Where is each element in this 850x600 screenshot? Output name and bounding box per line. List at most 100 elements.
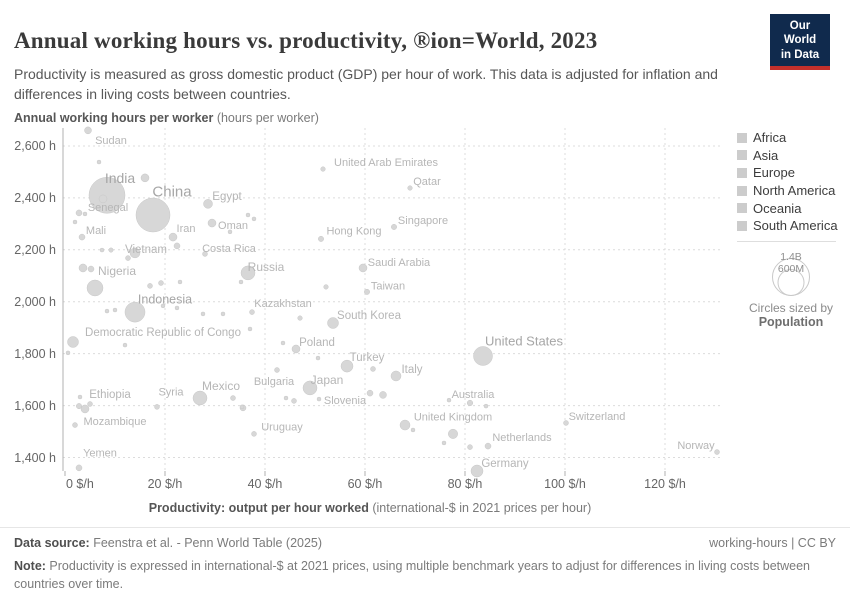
country-dot[interactable] — [80, 404, 90, 414]
scatter-dot[interactable] — [315, 355, 321, 361]
country-dot[interactable] — [358, 263, 368, 273]
legend-item-north-america[interactable]: North America — [737, 182, 838, 200]
scatter-dot[interactable] — [291, 398, 297, 404]
country-dot[interactable] — [291, 344, 301, 354]
legend-item-oceania[interactable]: Oceania — [737, 199, 838, 217]
scatter-plot[interactable]: 1,400 h 1,600 h 1,800 h 2,000 h 2,200 h 2,400… — [0, 120, 740, 500]
scatter-dot[interactable] — [323, 284, 329, 290]
scatter-dot[interactable] — [283, 395, 289, 401]
country-dot[interactable] — [327, 317, 339, 329]
country-dot[interactable] — [84, 126, 92, 135]
country-dot[interactable] — [364, 288, 370, 295]
scatter-dot[interactable] — [108, 247, 114, 253]
country-dot[interactable] — [340, 359, 354, 373]
scatter-dot[interactable] — [158, 280, 164, 286]
country-dot[interactable] — [316, 396, 322, 402]
scatter-dot[interactable] — [441, 440, 447, 446]
legend-item-europe[interactable]: Europe — [737, 164, 838, 182]
country-dot[interactable] — [78, 233, 86, 241]
scatter-dot[interactable] — [76, 403, 82, 410]
scatter-dot[interactable] — [230, 395, 236, 401]
scatter-dot[interactable] — [483, 403, 489, 409]
country-dot[interactable] — [67, 336, 79, 348]
scatter-dot[interactable] — [72, 219, 78, 225]
owid-logo[interactable]: Our World in Data — [770, 14, 830, 71]
country-dot[interactable] — [714, 449, 720, 455]
country-dot[interactable] — [473, 346, 493, 366]
country-dot[interactable] — [129, 247, 141, 259]
scatter-dot[interactable] — [251, 216, 257, 222]
country-dot[interactable] — [302, 380, 318, 396]
scatter-dot[interactable] — [227, 229, 233, 235]
country-dot[interactable] — [240, 265, 256, 281]
country-dot[interactable] — [391, 223, 397, 230]
country-dot[interactable] — [75, 209, 83, 217]
country-dot[interactable] — [470, 464, 484, 478]
scatter-dot[interactable] — [379, 391, 387, 399]
scatter-dot[interactable] — [104, 308, 110, 314]
country-dot[interactable] — [203, 199, 213, 209]
legend-item-south-america[interactable]: South America — [737, 217, 838, 235]
scatter-dot[interactable] — [87, 265, 95, 273]
country-dot[interactable] — [274, 367, 280, 373]
country-dot[interactable] — [390, 370, 402, 382]
country-dot[interactable] — [192, 390, 208, 406]
scatter-dot[interactable] — [99, 247, 105, 253]
scatter-dot[interactable] — [245, 212, 251, 218]
scatter-dot[interactable] — [370, 366, 376, 372]
scatter-dot[interactable] — [238, 279, 244, 285]
scatter-dot[interactable] — [173, 242, 181, 250]
legend-item-asia[interactable]: Asia — [737, 147, 838, 165]
country-dot[interactable] — [466, 399, 474, 407]
country-dot[interactable] — [135, 197, 171, 233]
scatter-dot[interactable] — [366, 389, 374, 397]
country-dot[interactable] — [202, 251, 208, 257]
scatter-dot[interactable] — [122, 342, 128, 348]
scatter-dot[interactable] — [77, 394, 83, 400]
license-text[interactable]: working-hours | CC BY — [709, 536, 836, 550]
scatter-dot[interactable] — [220, 311, 226, 317]
scatter-dot[interactable] — [140, 173, 150, 183]
scatter-dot[interactable] — [297, 315, 303, 321]
scatter-dot[interactable] — [96, 159, 102, 165]
legend-item-africa[interactable]: Africa — [737, 129, 838, 147]
scatter-dot[interactable] — [280, 340, 286, 346]
scatter-dot[interactable] — [125, 255, 131, 261]
country-dot[interactable] — [168, 232, 178, 242]
country-dot[interactable] — [75, 464, 83, 472]
country-dot[interactable] — [86, 279, 104, 297]
scatter-dot[interactable] — [239, 404, 245, 410]
scatter-dot[interactable] — [112, 307, 118, 313]
country-dot[interactable] — [154, 404, 160, 410]
data-source-text[interactable]: Feenstra et al. - Penn World Table (2025… — [89, 536, 323, 550]
scatter-dot[interactable] — [467, 444, 473, 450]
country-dot[interactable] — [207, 218, 217, 228]
scatter-dot[interactable] — [446, 397, 452, 403]
scatter-dot[interactable] — [174, 305, 180, 311]
country-dot[interactable] — [251, 431, 257, 437]
scatter-dot[interactable] — [410, 427, 416, 433]
country-dot[interactable] — [124, 301, 146, 323]
country-dot[interactable] — [484, 442, 492, 450]
country-dot[interactable] — [88, 177, 126, 214]
scatter-dot[interactable] — [160, 303, 166, 309]
country-dot[interactable] — [72, 422, 78, 428]
country-dot[interactable] — [407, 185, 413, 191]
scatter-dot[interactable] — [87, 401, 93, 407]
country-label: Japan — [311, 373, 344, 387]
scatter-dot[interactable] — [82, 211, 88, 217]
country-dot[interactable] — [448, 428, 458, 439]
scatter-dot[interactable] — [247, 326, 253, 332]
scatter-dot[interactable] — [98, 194, 108, 204]
scatter-dot[interactable] — [177, 279, 183, 285]
country-dot[interactable] — [320, 166, 326, 172]
scatter-dot[interactable] — [78, 263, 88, 273]
country-dot[interactable] — [249, 309, 255, 315]
country-dot[interactable] — [563, 420, 569, 426]
scatter-dot[interactable] — [200, 311, 206, 317]
country-dot[interactable] — [318, 235, 324, 242]
data-source-label: Data source: — [14, 536, 90, 550]
scatter-dot[interactable] — [399, 419, 411, 431]
scatter-dot[interactable] — [65, 350, 71, 356]
scatter-dot[interactable] — [147, 283, 153, 289]
